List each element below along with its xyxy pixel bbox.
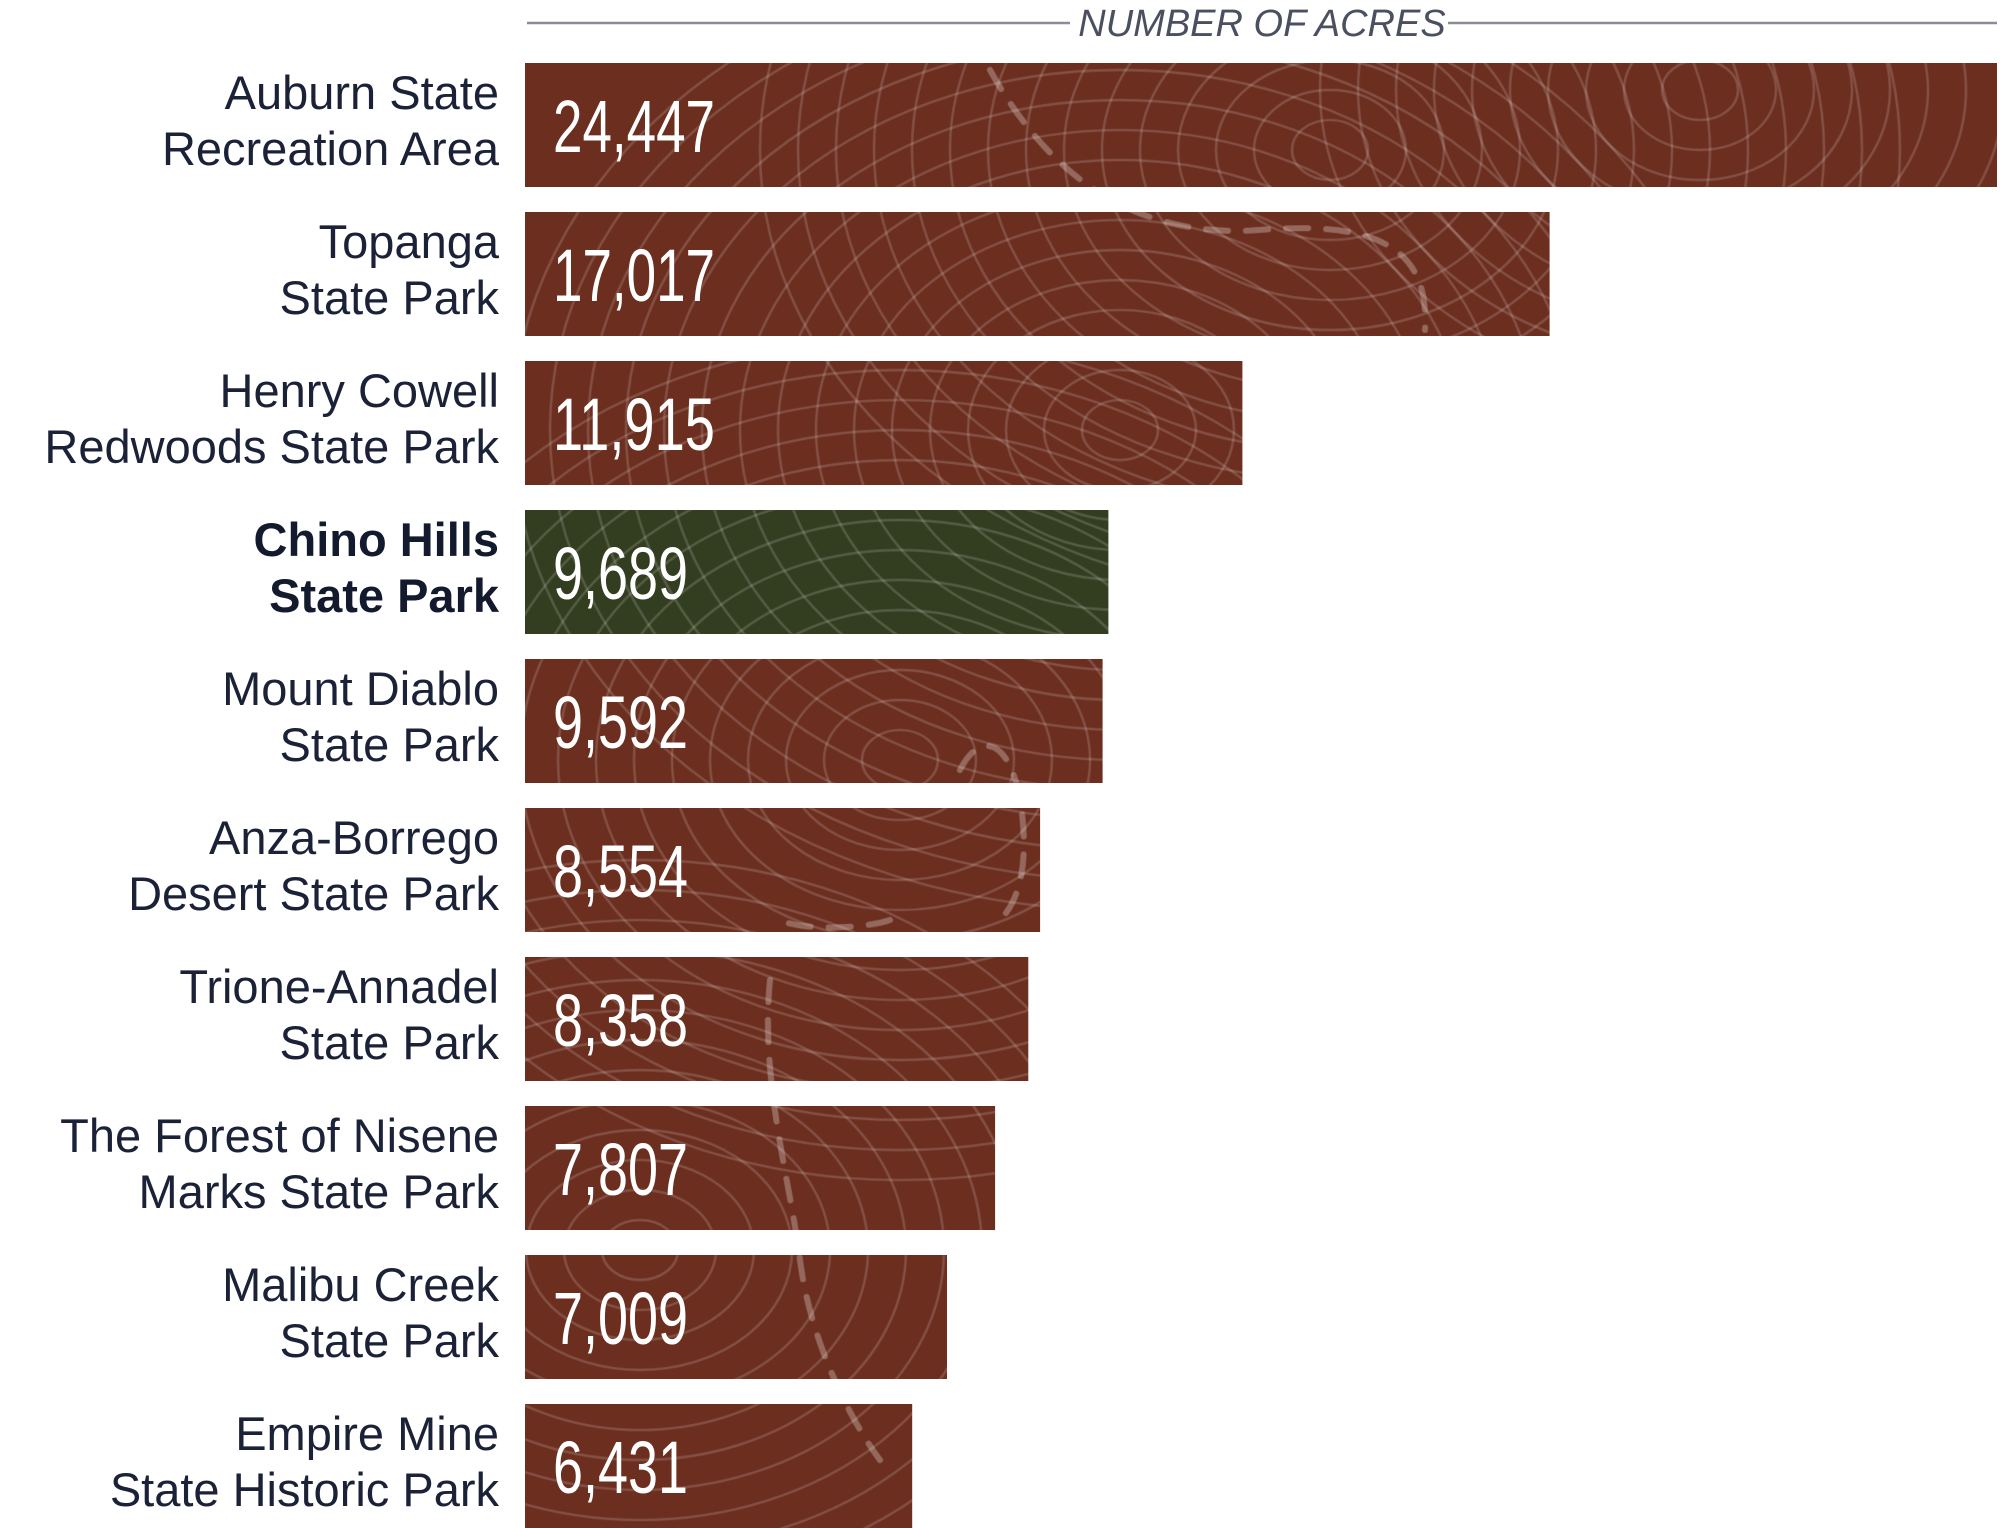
bar-texture-5 bbox=[525, 808, 1041, 932]
category-label-5-line-0: Anza-Borrego bbox=[209, 811, 499, 864]
category-label-1-line-0: Topanga bbox=[319, 215, 500, 268]
axis-title: NUMBER OF ACRES bbox=[1078, 3, 1445, 45]
category-label-8-line-0: Malibu Creek bbox=[222, 1258, 499, 1311]
data-label-2: 11,915 bbox=[553, 383, 715, 466]
category-label-3-line-1: State Park bbox=[269, 569, 500, 622]
bar-texture-8 bbox=[525, 1255, 947, 1379]
bar-texture-2 bbox=[525, 361, 1243, 485]
bars-layer: 24,447 17,017 11,915 9,689 9,592 8,554 8,358 7,… bbox=[525, 63, 1997, 1528]
category-label-3-line-0: Chino Hills bbox=[254, 513, 499, 566]
bar-texture-4 bbox=[525, 659, 1103, 783]
category-label-7-line-1: Marks State Park bbox=[139, 1165, 500, 1218]
bar-texture-3 bbox=[525, 510, 1109, 634]
data-label-3: 9,689 bbox=[553, 532, 688, 615]
category-label-0-line-1: Recreation Area bbox=[162, 122, 500, 175]
category-label-7-line-0: The Forest of Nisene bbox=[60, 1109, 499, 1162]
category-label-4-line-0: Mount Diablo bbox=[222, 662, 499, 715]
bar-texture-1 bbox=[525, 212, 1550, 336]
category-label-5-line-1: Desert State Park bbox=[128, 867, 499, 920]
bar-texture-7 bbox=[525, 1106, 996, 1230]
category-label-0-line-0: Auburn State bbox=[225, 66, 499, 119]
category-label-2-line-1: Redwoods State Park bbox=[44, 420, 499, 473]
bar-texture-9 bbox=[525, 1404, 913, 1528]
category-label-8-line-1: State Park bbox=[280, 1314, 500, 1367]
category-label-9-line-0: Empire Mine bbox=[235, 1407, 499, 1460]
data-label-4: 9,592 bbox=[553, 681, 688, 764]
category-label-1-line-1: State Park bbox=[280, 271, 500, 324]
data-label-0: 24,447 bbox=[553, 85, 715, 168]
data-label-7: 7,807 bbox=[553, 1128, 688, 1211]
data-label-8: 7,009 bbox=[553, 1277, 688, 1360]
bar-texture-0 bbox=[525, 63, 1997, 187]
data-label-1: 17,017 bbox=[553, 234, 715, 317]
data-label-5: 8,554 bbox=[553, 830, 688, 913]
category-label-9-line-1: State Historic Park bbox=[110, 1463, 500, 1516]
category-label-4-line-1: State Park bbox=[280, 718, 500, 771]
category-label-2-line-0: Henry Cowell bbox=[220, 364, 499, 417]
bar-texture-6 bbox=[525, 957, 1029, 1081]
data-label-9: 6,431 bbox=[553, 1426, 688, 1509]
category-label-6-line-0: Trione-Annadel bbox=[179, 960, 499, 1013]
data-label-6: 8,358 bbox=[553, 979, 688, 1062]
category-label-6-line-1: State Park bbox=[280, 1016, 500, 1069]
